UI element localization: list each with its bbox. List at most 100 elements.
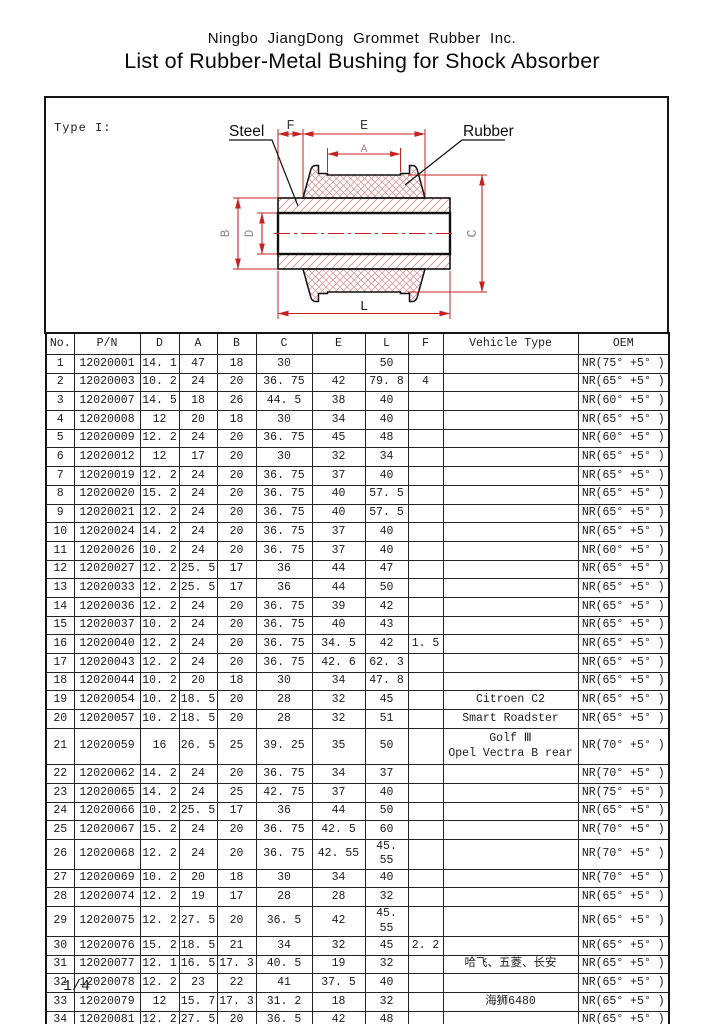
table-cell bbox=[407, 954, 444, 975]
table-cell: NR(65° +5° ) bbox=[577, 466, 670, 486]
table-cell: 47 bbox=[178, 354, 218, 374]
table-cell: 2. 2 bbox=[407, 935, 444, 956]
table-cell: 23 bbox=[178, 973, 218, 993]
table-cell: Smart Roadster bbox=[442, 709, 579, 729]
table-cell: 42. 75 bbox=[255, 782, 313, 803]
table-cell: 12020044 bbox=[73, 671, 141, 692]
table-cell: 17 bbox=[216, 578, 257, 598]
table-cell bbox=[407, 428, 444, 449]
table-row: 22 12020062 14. 2 24 20 36. 75 34 37 NR(70° +5° … bbox=[45, 764, 670, 784]
table-cell: 12 bbox=[45, 559, 75, 580]
table-cell: 34 bbox=[45, 1010, 75, 1024]
table-cell: NR(65° +5° ) bbox=[577, 559, 670, 580]
dim-label-a: A bbox=[361, 144, 368, 156]
table-row: 26 12020068 12. 2 24 20 36. 75 42. 55 45. 55 NR(… bbox=[45, 839, 670, 870]
table-cell: 12 bbox=[139, 410, 180, 430]
table-cell: 30 bbox=[255, 447, 313, 468]
table-cell: 12020033 bbox=[73, 578, 141, 598]
table-cell: 20 bbox=[216, 596, 257, 617]
table-cell: 20 bbox=[216, 503, 257, 524]
table-cell: NR(75° +5° ) bbox=[577, 354, 670, 374]
table-cell: 18 bbox=[216, 354, 257, 374]
table-cell: 12 bbox=[139, 991, 180, 1012]
table-cell: 36 bbox=[255, 559, 313, 580]
table-cell: 20 bbox=[45, 709, 75, 729]
table-cell: 12. 2 bbox=[139, 559, 180, 580]
table-cell: 30 bbox=[255, 868, 313, 889]
table-cell: 1 bbox=[45, 354, 75, 374]
table-row: 33 12020079 12 15. 7 17. 3 31. 2 18 32 海狮6480 NR(… bbox=[45, 991, 670, 1012]
table-cell: 41 bbox=[255, 973, 313, 993]
table-cell: 36. 75 bbox=[255, 653, 313, 673]
table-cell: 20 bbox=[216, 447, 257, 468]
table-cell: 12020054 bbox=[73, 690, 141, 711]
table-row: 31 12020077 12. 1 16. 5 17. 3 40. 5 19 32 哈飞、五菱、… bbox=[45, 954, 670, 975]
table-cell: 20 bbox=[216, 690, 257, 711]
bushing-table: No. P/N D A B C E L F Vehicle Type OEM 1 12020001 14… bbox=[45, 332, 670, 1024]
table-cell: NR(65° +5° ) bbox=[577, 690, 670, 711]
table-cell bbox=[407, 447, 444, 468]
table-cell: 12. 2 bbox=[139, 428, 180, 449]
table-cell: 50 bbox=[364, 354, 409, 374]
table-cell: 12. 1 bbox=[139, 954, 180, 975]
table-row: 29 12020075 12. 2 27. 5 20 36. 5 42 45. 55 NR(65… bbox=[45, 906, 670, 937]
table-cell: 12020077 bbox=[73, 954, 141, 975]
table-cell: 51 bbox=[364, 709, 409, 729]
table-cell: 24 bbox=[178, 653, 218, 673]
table-cell: 20 bbox=[216, 709, 257, 729]
table-cell: 25 bbox=[216, 727, 257, 766]
table-cell: 16. 5 bbox=[178, 954, 218, 975]
table-cell: 12020059 bbox=[73, 727, 141, 766]
dim-label-e: E bbox=[360, 119, 368, 134]
rubber-leader-line bbox=[404, 139, 505, 186]
table-cell: NR(60° +5° ) bbox=[577, 540, 670, 561]
table-cell bbox=[407, 764, 444, 784]
table-cell bbox=[442, 372, 579, 393]
table-row: 21 12020059 16 26. 5 25 39. 25 35 50 Golf Ⅲ Opel… bbox=[45, 727, 670, 766]
column-header: No. bbox=[45, 332, 75, 355]
table-cell: 12020040 bbox=[73, 634, 141, 654]
table-cell: 40 bbox=[364, 973, 409, 993]
table-cell: 20 bbox=[216, 372, 257, 393]
dim-label-f: F bbox=[286, 119, 294, 134]
table-cell: NR(65° +5° ) bbox=[577, 973, 670, 993]
table-cell bbox=[442, 887, 579, 908]
table-cell: NR(70° +5° ) bbox=[577, 839, 670, 870]
table-cell: 44. 5 bbox=[255, 391, 313, 412]
table-cell: 25 bbox=[216, 782, 257, 803]
table-cell: 47. 8 bbox=[364, 671, 409, 692]
column-header: Vehicle Type bbox=[442, 332, 579, 355]
table-cell: 79. 8 bbox=[364, 372, 409, 393]
table-cell: 18 bbox=[216, 671, 257, 692]
table-cell bbox=[407, 690, 444, 711]
table-cell: 42 bbox=[311, 372, 366, 393]
table-cell bbox=[442, 428, 579, 449]
table-row: 25 12020067 15. 2 24 20 36. 75 42. 5 60 NR(70° +… bbox=[45, 820, 670, 840]
table-cell: 8 bbox=[45, 484, 75, 505]
table-cell: 36. 75 bbox=[255, 484, 313, 505]
table-cell: 15. 7 bbox=[178, 991, 218, 1012]
table-cell: 32 bbox=[311, 690, 366, 711]
table-cell: 12. 2 bbox=[139, 839, 180, 870]
table-cell: 12. 2 bbox=[139, 466, 180, 486]
table-cell: 36. 75 bbox=[255, 522, 313, 542]
table-cell: 10 bbox=[45, 522, 75, 542]
table-cell: NR(65° +5° ) bbox=[577, 991, 670, 1012]
table-cell: 20 bbox=[216, 522, 257, 542]
table-cell bbox=[442, 466, 579, 486]
table-cell: 36. 75 bbox=[255, 503, 313, 524]
table-cell: 24 bbox=[178, 634, 218, 654]
table-cell: 12020012 bbox=[73, 447, 141, 468]
table-cell bbox=[442, 447, 579, 468]
table-cell: 37 bbox=[311, 540, 366, 561]
table-cell: 44 bbox=[311, 578, 366, 598]
table-cell: 14. 5 bbox=[139, 391, 180, 412]
table-cell bbox=[442, 354, 579, 374]
table-cell: 28 bbox=[255, 709, 313, 729]
table-cell: 17. 3 bbox=[216, 954, 257, 975]
table-cell: 35 bbox=[311, 727, 366, 766]
table-cell bbox=[407, 578, 444, 598]
column-header: P/N bbox=[73, 332, 141, 355]
table-row: 27 12020069 10. 2 20 18 30 34 40 NR(70° +5° ) bbox=[45, 868, 670, 889]
table-cell: 26 bbox=[216, 391, 257, 412]
